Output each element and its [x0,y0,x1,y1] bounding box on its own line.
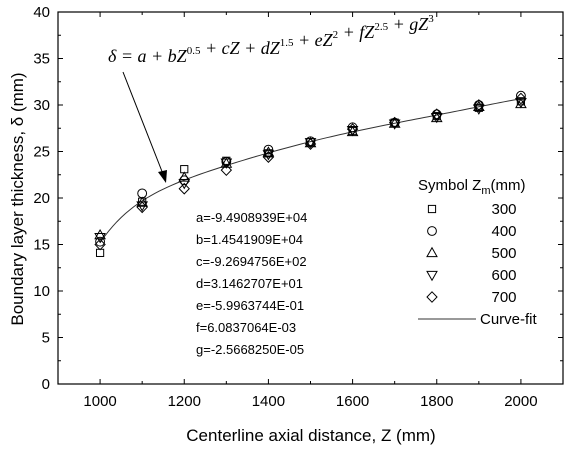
data-point-700 [473,99,485,111]
legend-marker-700 [426,291,438,303]
formula-term: + eZ [294,30,334,50]
formula-arrow-line [122,71,164,175]
coefficient-list: a=-9.4908939E+04 b=1.4541909E+04 c=-9.2694… [196,210,307,357]
formula-lhs: δ [108,46,117,66]
data-point-400 [516,90,526,101]
data-point-600 [178,179,191,190]
coefficient-label: a=-9.4908939E+04 [196,210,307,225]
y-axis-title: Boundary layer thickness, δ (mm) [8,72,27,325]
formula-term: = a + bZ [116,46,187,66]
legend-label-400: 400 [491,223,516,240]
data-point-500 [262,146,275,157]
x-tick-label: 1000 [83,393,116,410]
data-point-600 [430,112,443,124]
plot-axes [57,11,564,385]
x-tick-label: 2000 [504,393,537,410]
y-tick-label: 25 [33,144,50,161]
formula-term: + fZ [338,22,375,42]
data-point-400 [305,136,316,147]
data-point-600 [94,232,106,244]
legend-label-300: 300 [491,201,516,218]
legend-marker-400 [427,226,437,236]
formula-exponent: 2 [333,29,339,41]
y-tick-label: 35 [33,51,50,68]
data-point-700 [178,182,190,195]
x-tick-label: 1800 [420,393,453,410]
legend-label-600: 600 [491,267,516,284]
y-tick-label: 10 [33,283,50,300]
x-tick-label: 1400 [252,393,285,410]
x-tick-label: 1600 [336,393,369,410]
axis-ticks: 0 5 10 15 20 25 30 35 40 1000 1200 1400 1600 1800 2000 [33,4,563,410]
legend-label-700: 700 [491,289,516,306]
data-point-600 [472,104,485,115]
data-markers [94,90,527,257]
coefficient-label: e=-5.9963744E-01 [196,298,304,313]
fit-formula: δ = a + bZ0.5 + cZ + dZ1.5 + eZ2 + fZ2.5… [108,13,434,66]
coefficient-label: g=-2.5668250E-05 [196,342,304,357]
legend: Symbol Zm(mm) 300 400 500 600 700 Curve-fit [418,177,538,328]
coefficient-label: d=3.1462707E+01 [196,276,303,291]
data-point-600 [515,98,527,109]
data-point-700 [388,116,401,129]
legend-label-500: 500 [491,245,516,262]
y-tick-label: 20 [33,190,50,207]
data-point-700 [515,92,527,105]
data-point-400 [221,156,232,167]
data-point-700 [304,138,317,150]
data-point-600 [388,119,401,130]
y-tick-label: 0 [42,376,50,393]
legend-marker-600 [426,270,438,282]
data-point-700 [220,164,233,177]
data-point-400 [95,236,105,247]
curve-fit-layer [99,98,522,243]
formula-arrow-head [158,170,167,183]
data-point-600 [346,126,359,137]
coefficient-label: c=-9.2694756E+02 [196,254,307,269]
legend-curve-label: Curve-fit [480,311,538,328]
x-axis-title: Centerline axial distance, Z (mm) [186,426,435,445]
x-tick-label: 1200 [168,393,201,410]
formula-exponent: 2.5 [374,21,388,33]
data-point-700 [136,201,148,214]
coefficient-label: f=6.0837064E-03 [196,320,296,335]
data-point-400 [263,144,274,155]
data-point-700 [346,123,359,136]
formula-exponent: 1.5 [280,37,294,49]
legend-marker-500 [426,246,438,258]
data-point-500 [178,171,191,182]
data-point-700 [94,238,106,251]
y-tick-label: 5 [42,330,50,347]
curve-fit-line [99,98,522,243]
y-tick-label: 40 [33,4,50,21]
formula-term: + gZ [388,14,429,34]
formula-term: + cZ + dZ [200,38,280,58]
data-point-700 [431,108,443,121]
formula-exponent: 3 [428,13,434,25]
data-point-400 [137,188,148,199]
data-point-700 [262,151,275,164]
data-point-600 [220,158,233,169]
coefficient-label: b=1.4541909E+04 [196,232,303,247]
legend-header: Symbol Zm(mm) [418,177,526,197]
legend-marker-300 [427,204,437,214]
plot-frame [57,11,564,385]
formula-exponent: 0.5 [187,45,201,57]
y-tick-label: 30 [33,97,50,114]
y-tick-label: 15 [33,237,50,254]
